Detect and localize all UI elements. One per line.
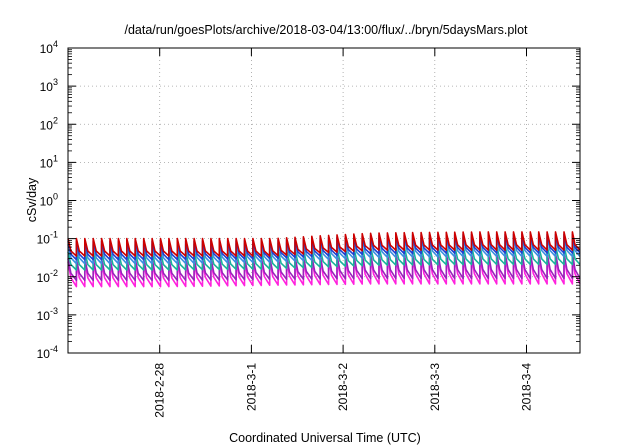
axis-ticks: 10-4 10-3 10-2 10-1 100 101 102 103 104 2018-2-28… xyxy=(37,39,580,418)
grid-lines xyxy=(68,48,580,353)
y-tick-label: 10-2 xyxy=(37,268,58,285)
series-line xyxy=(67,245,581,271)
y-tick-label: 10-3 xyxy=(37,306,58,323)
x-tick-label: 2018-3-3 xyxy=(428,363,442,411)
series-line xyxy=(67,252,581,282)
chart-title: /data/run/goesPlots/archive/2018-03-04/1… xyxy=(124,23,528,37)
y-tick-label: 10-4 xyxy=(37,344,58,361)
y-tick-label: 103 xyxy=(40,77,58,94)
y-axis-label: cSv/day xyxy=(25,177,39,222)
y-tick-label: 102 xyxy=(40,115,58,132)
series-line xyxy=(67,231,581,257)
x-tick-label: 2018-3-1 xyxy=(244,363,258,411)
x-axis-label: Coordinated Universal Time (UTC) xyxy=(229,431,421,445)
x-tick-label: 2018-3-2 xyxy=(336,363,350,411)
x-tick-label: 2018-2-28 xyxy=(153,363,167,418)
y-tick-label: 101 xyxy=(40,153,58,170)
x-tick-label: 2018-3-4 xyxy=(520,363,534,411)
y-tick-label: 10-1 xyxy=(37,230,58,247)
y-tick-label: 104 xyxy=(40,39,58,56)
series-layer xyxy=(67,231,581,288)
y-tick-label: 100 xyxy=(40,192,58,209)
